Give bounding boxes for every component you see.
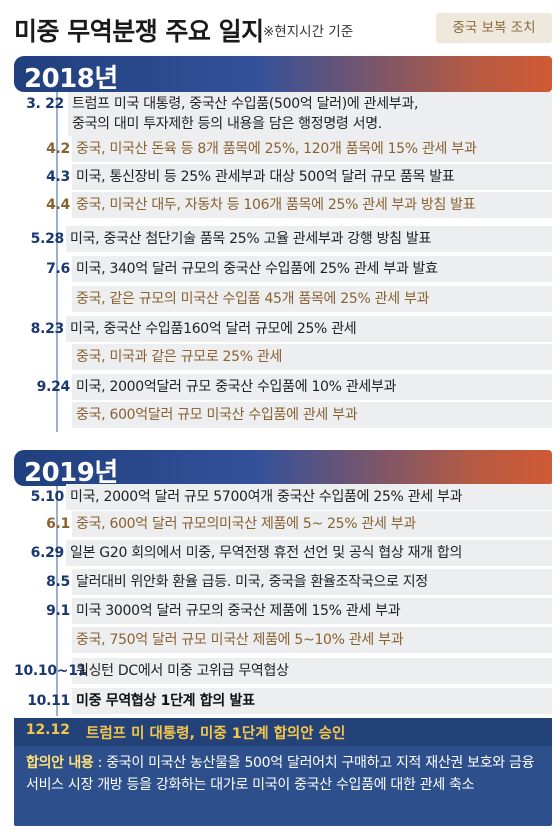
- event-date: 8.23: [30, 321, 65, 337]
- event-text: 중국, 미국과 같은 규모로 25% 관세: [76, 349, 283, 365]
- event-date: 10.11: [27, 693, 70, 709]
- timeline-event-china: 중국, 600억달러 규모 미국산 수입품에 관세 부과: [14, 402, 552, 428]
- event-text: 트럼프 미국 대통령, 중국산 수입품(500억 달러)에 관세부과, 중국의 대…: [72, 94, 418, 134]
- event-text: 미국, 통신장비 등 25% 관세부과 대상 500억 달러 규모 품목 발표: [76, 169, 455, 185]
- timeline-event-us: 5.10 미국, 2000억 달러 규모 5700여개 중국산 수입품에 25% …: [14, 484, 552, 510]
- timeline-event-china: 중국, 750억 달러 규모 미국산 제품에 5~10% 관세 부과: [14, 627, 552, 653]
- agreement-label: 합의안 내용: [26, 755, 94, 771]
- event-text-line: 중국의 대미 투자제한 등의 내용을 담은 행정명령 서명.: [72, 116, 382, 132]
- event-date: 4.2: [46, 141, 70, 157]
- timeline-event-us: 9.24 미국, 2000억달러 규모 중국산 수입품에 10% 관세부과: [14, 374, 552, 400]
- event-text: 워싱턴 DC에서 미중 고위급 무역협상: [76, 663, 289, 679]
- event-text: 미국, 2000억달러 규모 중국산 수입품에 10% 관세부과: [76, 379, 397, 395]
- timeline-event-china: 6.1 중국, 600억 달러 규모의미국산 제품에 5~ 25% 관세 부과: [14, 511, 552, 537]
- event-background: [72, 136, 552, 162]
- timeline-line-2018: [56, 92, 58, 432]
- event-background: [72, 658, 552, 684]
- event-date: 6.1: [46, 516, 70, 532]
- event-background: [72, 164, 552, 190]
- event-background: [72, 688, 552, 714]
- year-banner-2019: 2019년: [14, 450, 552, 488]
- event-background: [66, 540, 552, 566]
- event-date: 9.1: [46, 603, 70, 619]
- timeline-event-us: 8.23 미국, 중국산 수입품160억 달러 규모에 25% 관세: [14, 316, 552, 342]
- event-date: 7.6: [46, 261, 70, 277]
- event-text: 미국, 340억 달러 규모의 중국산 수입품에 25% 관세 부과 발효: [76, 261, 438, 277]
- time-note: ※현지시간 기준: [263, 24, 354, 40]
- year-label-2018: 2018년: [24, 64, 118, 94]
- agreement-header: 12.12 트럼프 미 대통령, 미중 1단계 합의안 승인: [14, 718, 552, 746]
- event-background: [66, 316, 552, 342]
- event-background: [68, 92, 552, 136]
- event-date: 5.28: [30, 231, 65, 247]
- timeline-event-us: 6.29 일본 G20 회의에서 미중, 무역전쟁 휴전 선언 및 공식 협상 재…: [14, 540, 552, 566]
- event-background: [72, 256, 552, 282]
- event-background: [72, 402, 552, 428]
- agreement-headline: 트럼프 미 대통령, 미중 1단계 합의안 승인: [86, 726, 346, 742]
- event-date: 4.4: [46, 197, 70, 213]
- event-text: 중국, 미국산 대두, 자동차 등 106개 품목에 25% 관세 부과 방침 …: [76, 197, 476, 213]
- timeline-event-china: 4.2 중국, 미국산 돈육 등 8개 품목에 25%, 120개 품목에 15%…: [14, 136, 552, 162]
- year-label-2019: 2019년: [24, 458, 118, 488]
- event-background: [66, 226, 552, 252]
- event-text: 중국, 같은 규모의 미국산 수입품 45개 품목에 25% 관세 부과: [76, 291, 430, 307]
- header: 미중 무역분쟁 주요 일지 ※현지시간 기준 중국 보복 조치: [0, 0, 560, 56]
- event-date: 10.10~11: [14, 663, 88, 679]
- event-text: 중국, 미국산 돈육 등 8개 품목에 25%, 120개 품목에 15% 관세…: [76, 141, 477, 157]
- event-text: 일본 G20 회의에서 미중, 무역전쟁 휴전 선언 및 공식 협상 재개 합의: [70, 545, 463, 561]
- event-date: 8.5: [46, 574, 70, 590]
- event-text: 미국, 2000억 달러 규모 5700여개 중국산 수입품에 25% 관세 부…: [70, 489, 463, 505]
- agreement-text: : 중국이 미국산 농산물을 500억 달러어치 구매하고 지적 재산권 보호와…: [26, 755, 535, 793]
- event-text: 달러대비 위안화 환율 급등. 미국, 중국을 환율조작국으로 지정: [76, 574, 428, 590]
- agreement-box: 12.12 트럼프 미 대통령, 미중 1단계 합의안 승인 합의안 내용 : …: [14, 718, 552, 826]
- page-title: 미중 무역분쟁 주요 일지: [14, 17, 264, 46]
- timeline-event-us: 3. 22 트럼프 미국 대통령, 중국산 수입품(500억 달러)에 관세부과,…: [14, 92, 552, 136]
- timeline-event-us: 10.11 미중 무역협상 1단계 합의 발표: [14, 688, 552, 714]
- year-banner-2018: 2018년: [14, 56, 552, 94]
- timeline-event-china: 4.4 중국, 미국산 대두, 자동차 등 106개 품목에 25% 관세 부과 …: [14, 192, 552, 218]
- event-text: 미중 무역협상 1단계 합의 발표: [76, 693, 255, 709]
- legend-china-retaliation: 중국 보복 조치: [436, 13, 552, 43]
- agreement-body: 합의안 내용 : 중국이 미국산 농산물을 500억 달러어치 구매하고 지적 …: [26, 752, 546, 796]
- event-date: 5.10: [30, 489, 65, 505]
- timeline-line-2019: [56, 486, 58, 716]
- event-date: 6.29: [30, 545, 65, 561]
- timeline-event-china: 중국, 같은 규모의 미국산 수입품 45개 품목에 25% 관세 부과: [14, 286, 552, 312]
- timeline-event-us: 7.6 미국, 340억 달러 규모의 중국산 수입품에 25% 관세 부과 발효: [14, 256, 552, 282]
- event-background: [66, 484, 552, 510]
- event-text: 미국 3000억 달러 규모의 중국산 제품에 15% 관세 부과: [76, 603, 401, 619]
- event-text: 중국, 600억 달러 규모의미국산 제품에 5~ 25% 관세 부과: [76, 516, 416, 532]
- event-text: 중국, 600억달러 규모 미국산 수입품에 관세 부과: [76, 407, 358, 423]
- event-text: 미국, 중국산 수입품160억 달러 규모에 25% 관세: [70, 321, 357, 337]
- event-text-line: 트럼프 미국 대통령, 중국산 수입품(500억 달러)에 관세부과,: [72, 96, 419, 112]
- timeline-event-us: 9.1 미국 3000억 달러 규모의 중국산 제품에 15% 관세 부과: [14, 598, 552, 624]
- event-background: [72, 286, 552, 312]
- event-background: [72, 598, 552, 624]
- event-date: 3. 22: [26, 96, 64, 112]
- agreement-date: 12.12: [25, 722, 70, 738]
- event-text: 미국, 중국산 첨단기술 품목 25% 고율 관세부과 강행 방침 발표: [70, 231, 432, 247]
- timeline-event-us: 5.28 미국, 중국산 첨단기술 품목 25% 고율 관세부과 강행 방침 발표: [14, 226, 552, 252]
- event-date: 4.3: [46, 169, 70, 185]
- event-background: [72, 511, 552, 537]
- event-background: [72, 192, 552, 218]
- event-background: [72, 569, 552, 595]
- event-background: [72, 627, 552, 653]
- event-background: [72, 374, 552, 400]
- event-text: 중국, 750억 달러 규모 미국산 제품에 5~10% 관세 부과: [76, 632, 404, 648]
- event-background: [72, 344, 552, 370]
- timeline-event-us: 8.5 달러대비 위안화 환율 급등. 미국, 중국을 환율조작국으로 지정: [14, 569, 552, 595]
- timeline-event-china: 중국, 미국과 같은 규모로 25% 관세: [14, 344, 552, 370]
- timeline-event-us: 10.10~11 워싱턴 DC에서 미중 고위급 무역협상: [14, 658, 552, 684]
- timeline-event-us: 4.3 미국, 통신장비 등 25% 관세부과 대상 500억 달러 규모 품목 …: [14, 164, 552, 190]
- event-date: 9.24: [36, 379, 71, 395]
